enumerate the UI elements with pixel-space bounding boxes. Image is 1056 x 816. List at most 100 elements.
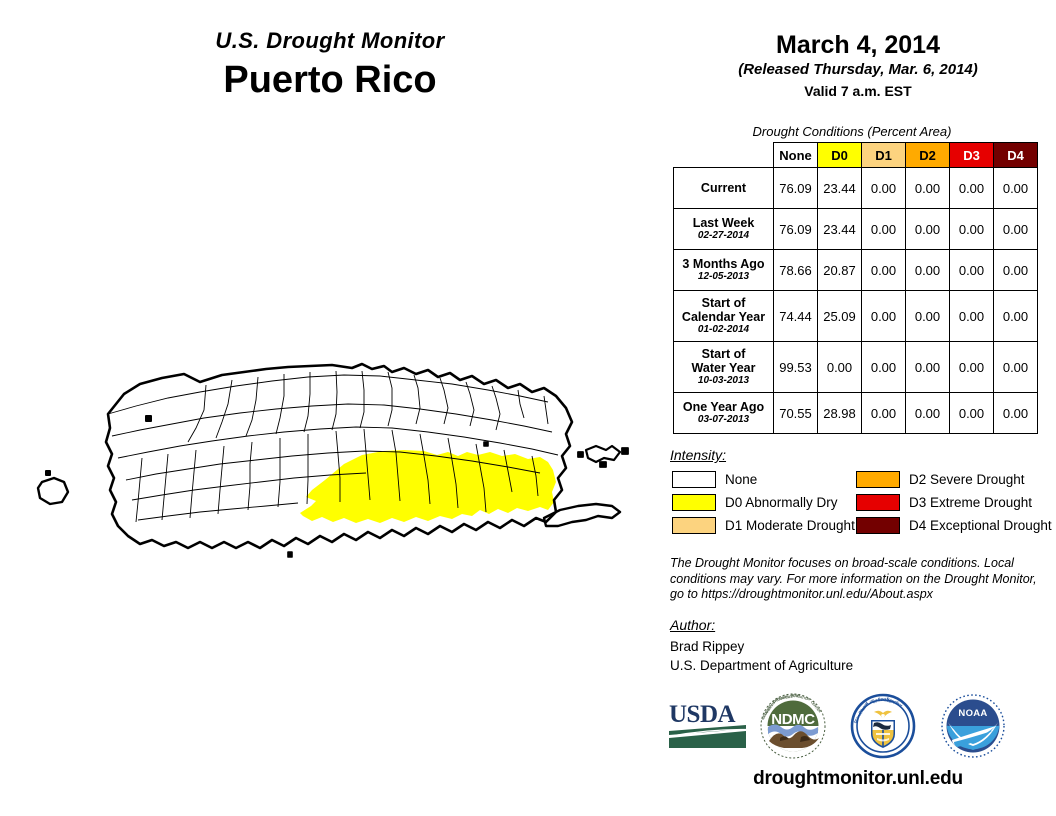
usda-logo: USDA <box>668 701 747 748</box>
row-period-name: Start of Calendar Year <box>681 296 766 324</box>
svg-text:AMERICA: AMERICA <box>886 697 903 708</box>
author-name: Brad Rippey <box>670 639 745 654</box>
map-svg <box>36 362 629 558</box>
row-period-name: One Year Ago <box>682 400 765 414</box>
table-cell-d1: 0.00 <box>861 392 906 434</box>
map-layer-municipality-boundaries <box>107 370 559 523</box>
legend-label: D4 Exceptional Drought <box>909 518 1052 533</box>
table-cell-none: 70.55 <box>773 392 818 434</box>
legend-item: None <box>672 468 855 491</box>
table-cell-d4: 0.00 <box>993 167 1038 209</box>
table-cell-d1: 0.00 <box>861 167 906 209</box>
table-cell-d4: 0.00 <box>993 341 1038 393</box>
svg-text:NDMC: NDMC <box>771 711 815 728</box>
table-cell-d0: 28.98 <box>817 392 862 434</box>
row-period-date: 02-27-2014 <box>697 230 750 241</box>
row-period-date: 10-03-2013 <box>697 375 750 386</box>
noaa-logo: NOAA <box>941 694 1005 758</box>
legend-item: D1 Moderate Drought <box>672 514 855 537</box>
table-row-label: Last Week 02-27-2014 <box>673 208 774 250</box>
small-island-north <box>145 415 152 422</box>
map-layer-coastline <box>104 362 574 550</box>
table-row: Start of Water Year 10-03-2013 99.53 0.00 0.0… <box>673 341 1038 393</box>
culebra-islet-3 <box>599 461 607 468</box>
table-cell-d1: 0.00 <box>861 208 906 250</box>
svg-text:COMMERCE: COMMERCE <box>877 697 899 705</box>
author-label: Author: <box>670 617 716 633</box>
table-cell-d4: 0.00 <box>993 290 1038 342</box>
row-period-name: Last Week <box>692 216 755 230</box>
table-col-header-none: None <box>773 142 818 168</box>
table-col-header-d2: D2 <box>905 142 950 168</box>
culebra-islet-2 <box>577 451 584 458</box>
svg-text:OF: OF <box>872 699 879 705</box>
table-cell-d0: 23.44 <box>817 167 862 209</box>
table-cell-none: 78.66 <box>773 249 818 291</box>
legend-item: D2 Severe Drought <box>856 468 1052 491</box>
report-header: March 4, 2014 (Released Thursday, Mar. 6… <box>660 30 1056 101</box>
author-organization: U.S. Department of Agriculture <box>670 658 854 673</box>
table-row: Current 76.09 23.44 0.00 0.00 0.00 0.00 <box>673 167 1038 209</box>
table-cell-d2: 0.00 <box>905 167 950 209</box>
table-corner-cell <box>674 143 774 168</box>
table-col-header-d3: D3 <box>949 142 994 168</box>
row-period-name: Start of Water Year <box>691 347 756 375</box>
table-cell-none: 76.09 <box>773 167 818 209</box>
table-cell-d0: 23.44 <box>817 208 862 250</box>
table-cell-d0: 25.09 <box>817 290 862 342</box>
table-cell-d3: 0.00 <box>949 341 994 393</box>
svg-text:USDA: USDA <box>669 701 736 728</box>
legend-item: D0 Abnormally Dry <box>672 491 855 514</box>
table-cell-d2: 0.00 <box>905 208 950 250</box>
legend-label: D2 Severe Drought <box>909 472 1025 487</box>
table-cell-d2: 0.00 <box>905 249 950 291</box>
legend-item: D4 Exceptional Drought <box>856 514 1052 537</box>
legend-swatch <box>856 471 900 488</box>
row-period-date: 03-07-2013 <box>697 414 750 425</box>
puerto-rico-drought-map <box>0 330 660 590</box>
table-cell-d3: 0.00 <box>949 249 994 291</box>
desecheo-island <box>45 470 51 476</box>
table-cell-d2: 0.00 <box>905 290 950 342</box>
table-cell-d1: 0.00 <box>861 341 906 393</box>
legend-swatch <box>672 494 716 511</box>
release-date: (Released Thursday, Mar. 6, 2014) <box>738 61 978 78</box>
legend-label: D1 Moderate Drought <box>725 518 855 533</box>
culebra-island <box>584 444 622 464</box>
table-row: One Year Ago 03-07-2013 70.55 28.98 0.00 0.00… <box>673 392 1038 434</box>
map-layer-drought-d0 <box>300 450 556 523</box>
table-cell-none: 74.44 <box>773 290 818 342</box>
table-cell-d3: 0.00 <box>949 392 994 434</box>
table-header-row: None D0 D1 D2 D3 D4 <box>674 142 1038 168</box>
drought-conditions-table: None D0 D1 D2 D3 D4 Current 76.09 23.44 0.00 0.00… <box>673 142 1038 434</box>
report-date: March 4, 2014 <box>776 31 940 59</box>
row-period-name: 3 Months Ago <box>682 257 765 271</box>
disclaimer-text: The Drought Monitor focuses on broad-sca… <box>670 556 1037 601</box>
logo-row: USDA NDMC NATIONAL DROUGHT MITIGATION CE… <box>665 692 1045 764</box>
table-cell-d1: 0.00 <box>861 290 906 342</box>
table-cell-d3: 0.00 <box>949 208 994 250</box>
legend-swatch <box>672 471 716 488</box>
table-cell-d3: 0.00 <box>949 290 994 342</box>
table-cell-d0: 0.00 <box>817 341 862 393</box>
legend-title: Intensity: <box>670 447 727 463</box>
islet-north-east <box>483 441 489 447</box>
svg-text:DROUGHT: DROUGHT <box>772 693 790 704</box>
table-cell-d1: 0.00 <box>861 249 906 291</box>
svg-text:NATIONAL: NATIONAL <box>761 703 773 720</box>
d0-region <box>300 450 556 523</box>
table-col-header-d0: D0 <box>817 142 862 168</box>
legend-label: D3 Extreme Drought <box>909 495 1033 510</box>
table-row: Last Week 02-27-2014 76.09 23.44 0.00 0.00 0.0… <box>673 208 1038 250</box>
row-period-name: Current <box>700 181 747 195</box>
table-cell-d4: 0.00 <box>993 208 1038 250</box>
table-cell-none: 99.53 <box>773 341 818 393</box>
legend-column-right: D2 Severe Drought D3 Extreme Drought D4 Ex… <box>856 468 1052 537</box>
map-title-block: U.S. Drought Monitor Puerto Rico <box>0 28 660 104</box>
svg-text:STATES OF: STATES OF <box>869 696 890 703</box>
table-cell-d3: 0.00 <box>949 167 994 209</box>
valid-time: Valid 7 a.m. EST <box>804 83 912 99</box>
row-period-date: 12-05-2013 <box>697 271 750 282</box>
table-col-header-d4: D4 <box>993 142 1038 168</box>
website-url: droughtmonitor.unl.edu <box>753 768 963 789</box>
